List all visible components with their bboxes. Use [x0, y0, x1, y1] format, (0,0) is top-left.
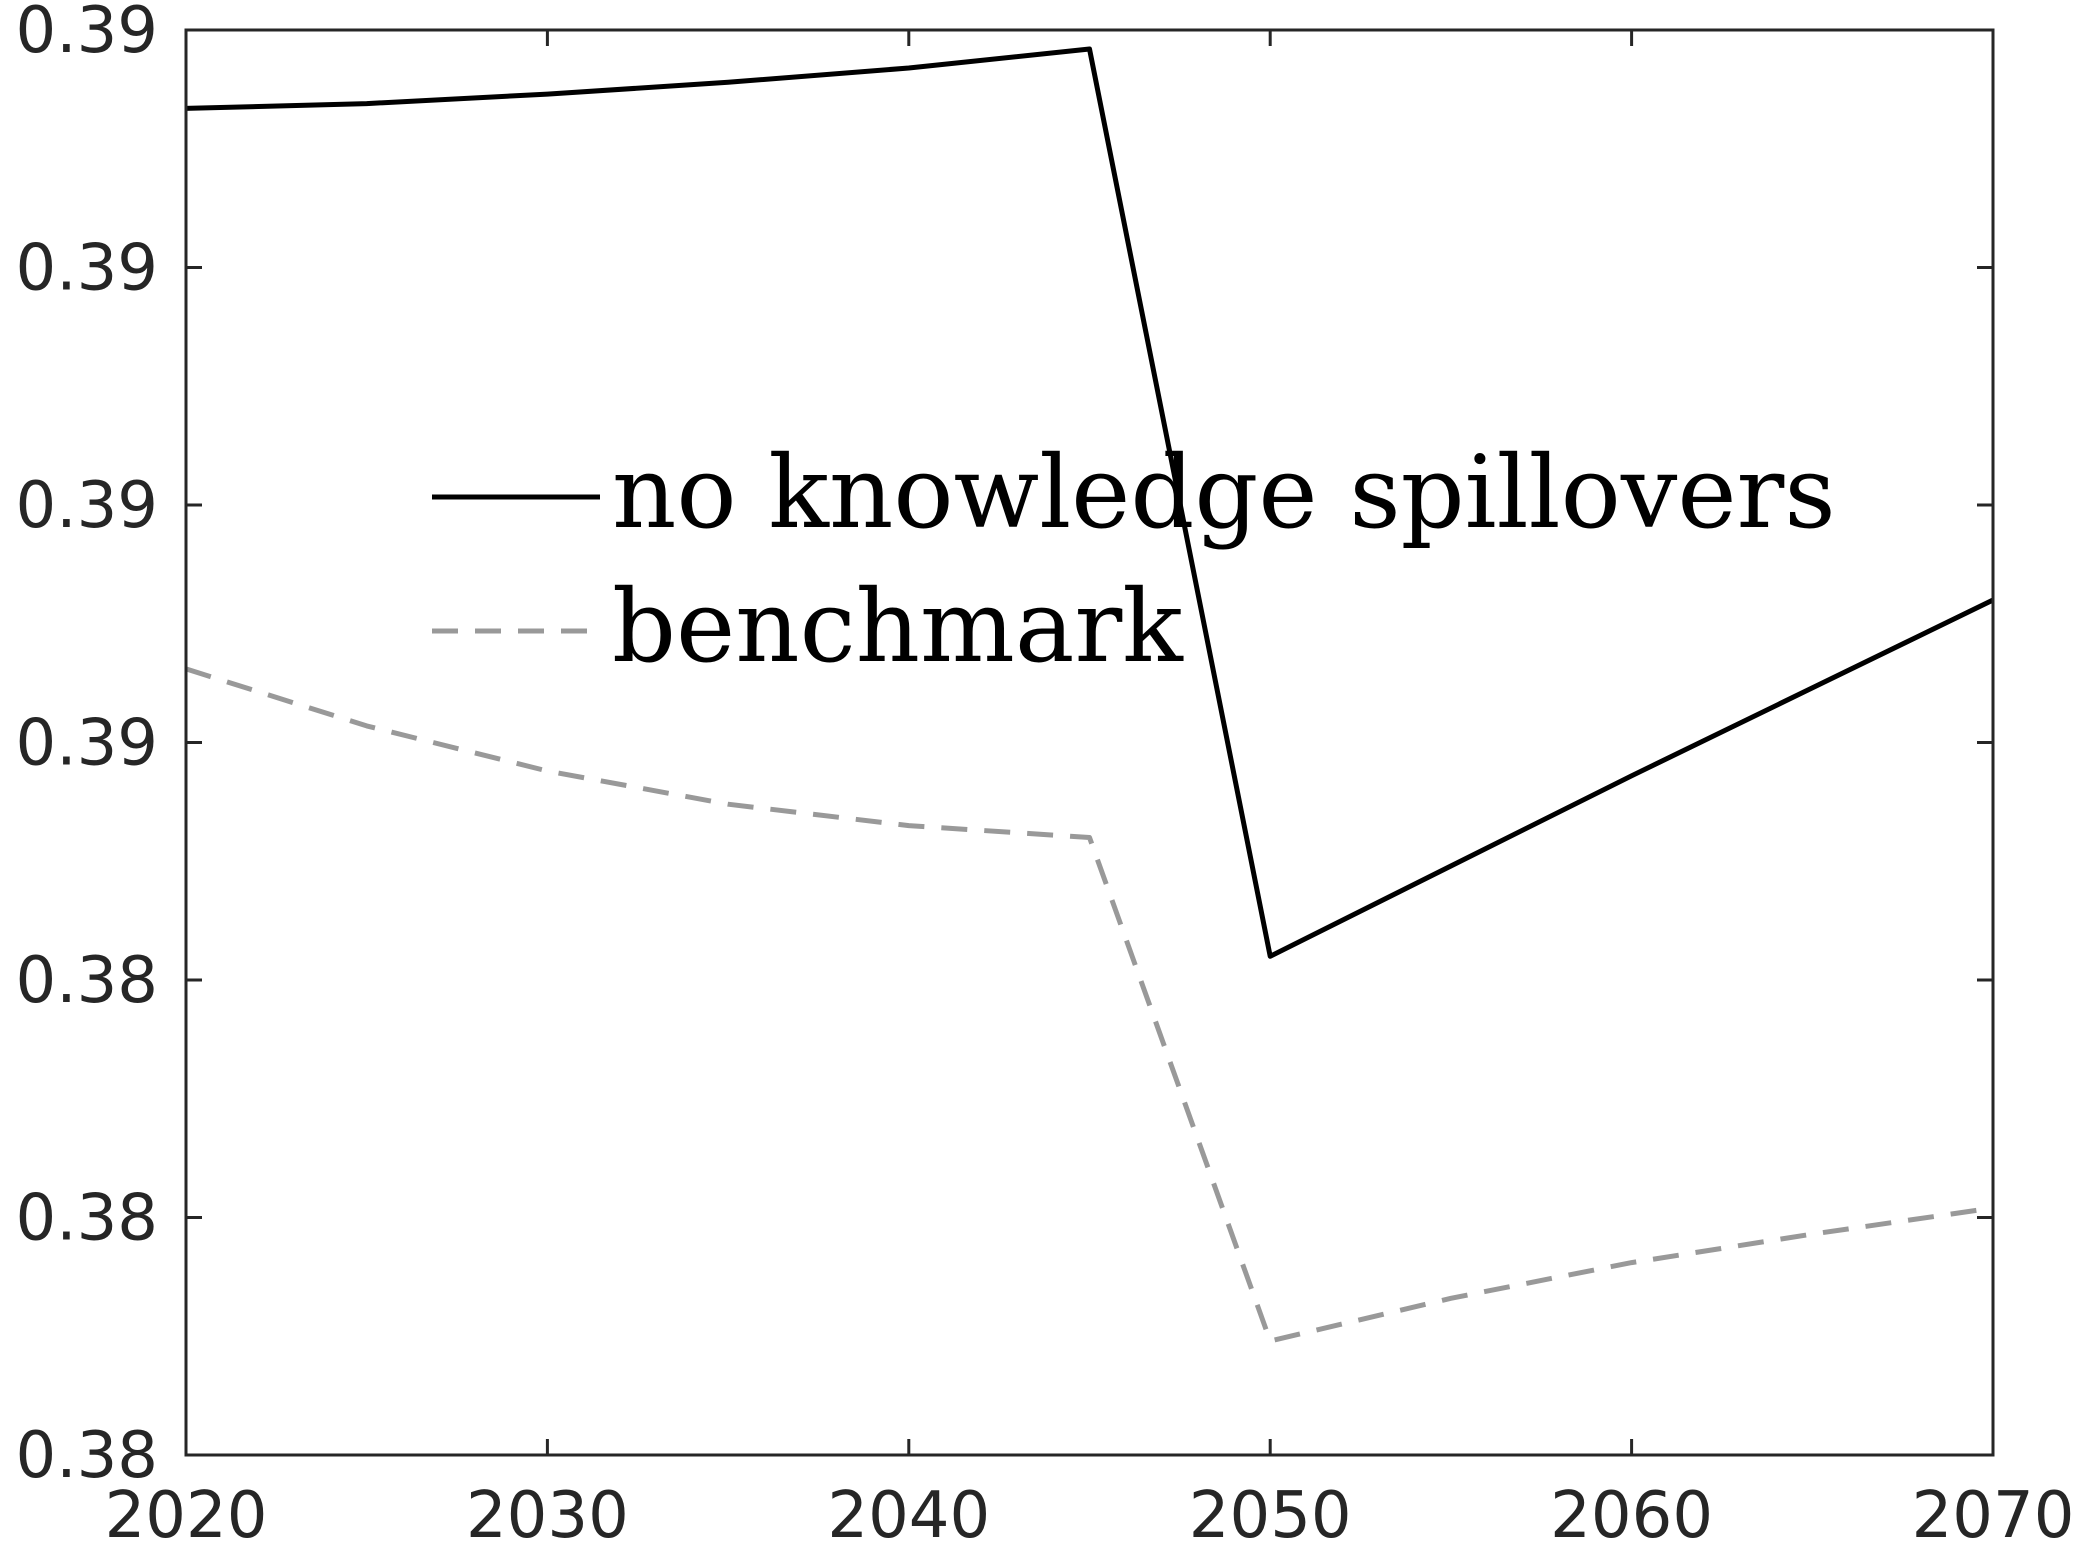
y-tick-label: 0.38	[16, 1182, 159, 1256]
axis-ticks: 2020 2030 2040 2050 2060 2070 0.38 0.38 0.38 0.39…	[16, 0, 2075, 1553]
y-tick-label: 0.39	[16, 0, 159, 68]
plot-area-frame	[184, 28, 1995, 1457]
y-tick-label: 0.39	[16, 469, 159, 543]
legend-label-1: benchmark	[612, 568, 1184, 685]
series-layer	[185, 46, 1995, 1344]
x-tick-label: 2040	[827, 1479, 990, 1553]
series-line-1	[185, 666, 1994, 1344]
x-tick-label: 2030	[466, 1479, 629, 1553]
y-tick-label: 0.39	[16, 707, 159, 781]
series-line-0	[185, 46, 1995, 959]
x-tick-label: 2050	[1189, 1479, 1352, 1553]
x-tick-label: 2070	[1912, 1479, 2075, 1553]
y-tick-label: 0.39	[16, 232, 159, 306]
y-tick-label: 0.38	[16, 944, 159, 1018]
legend-label-0: no knowledge spillovers	[612, 434, 1836, 551]
y-tick-label: 0.38	[16, 1419, 159, 1493]
x-tick-label: 2060	[1550, 1479, 1713, 1553]
x-tick-label: 2020	[105, 1479, 268, 1553]
legend: no knowledge spillovers benchmark	[432, 434, 1836, 685]
